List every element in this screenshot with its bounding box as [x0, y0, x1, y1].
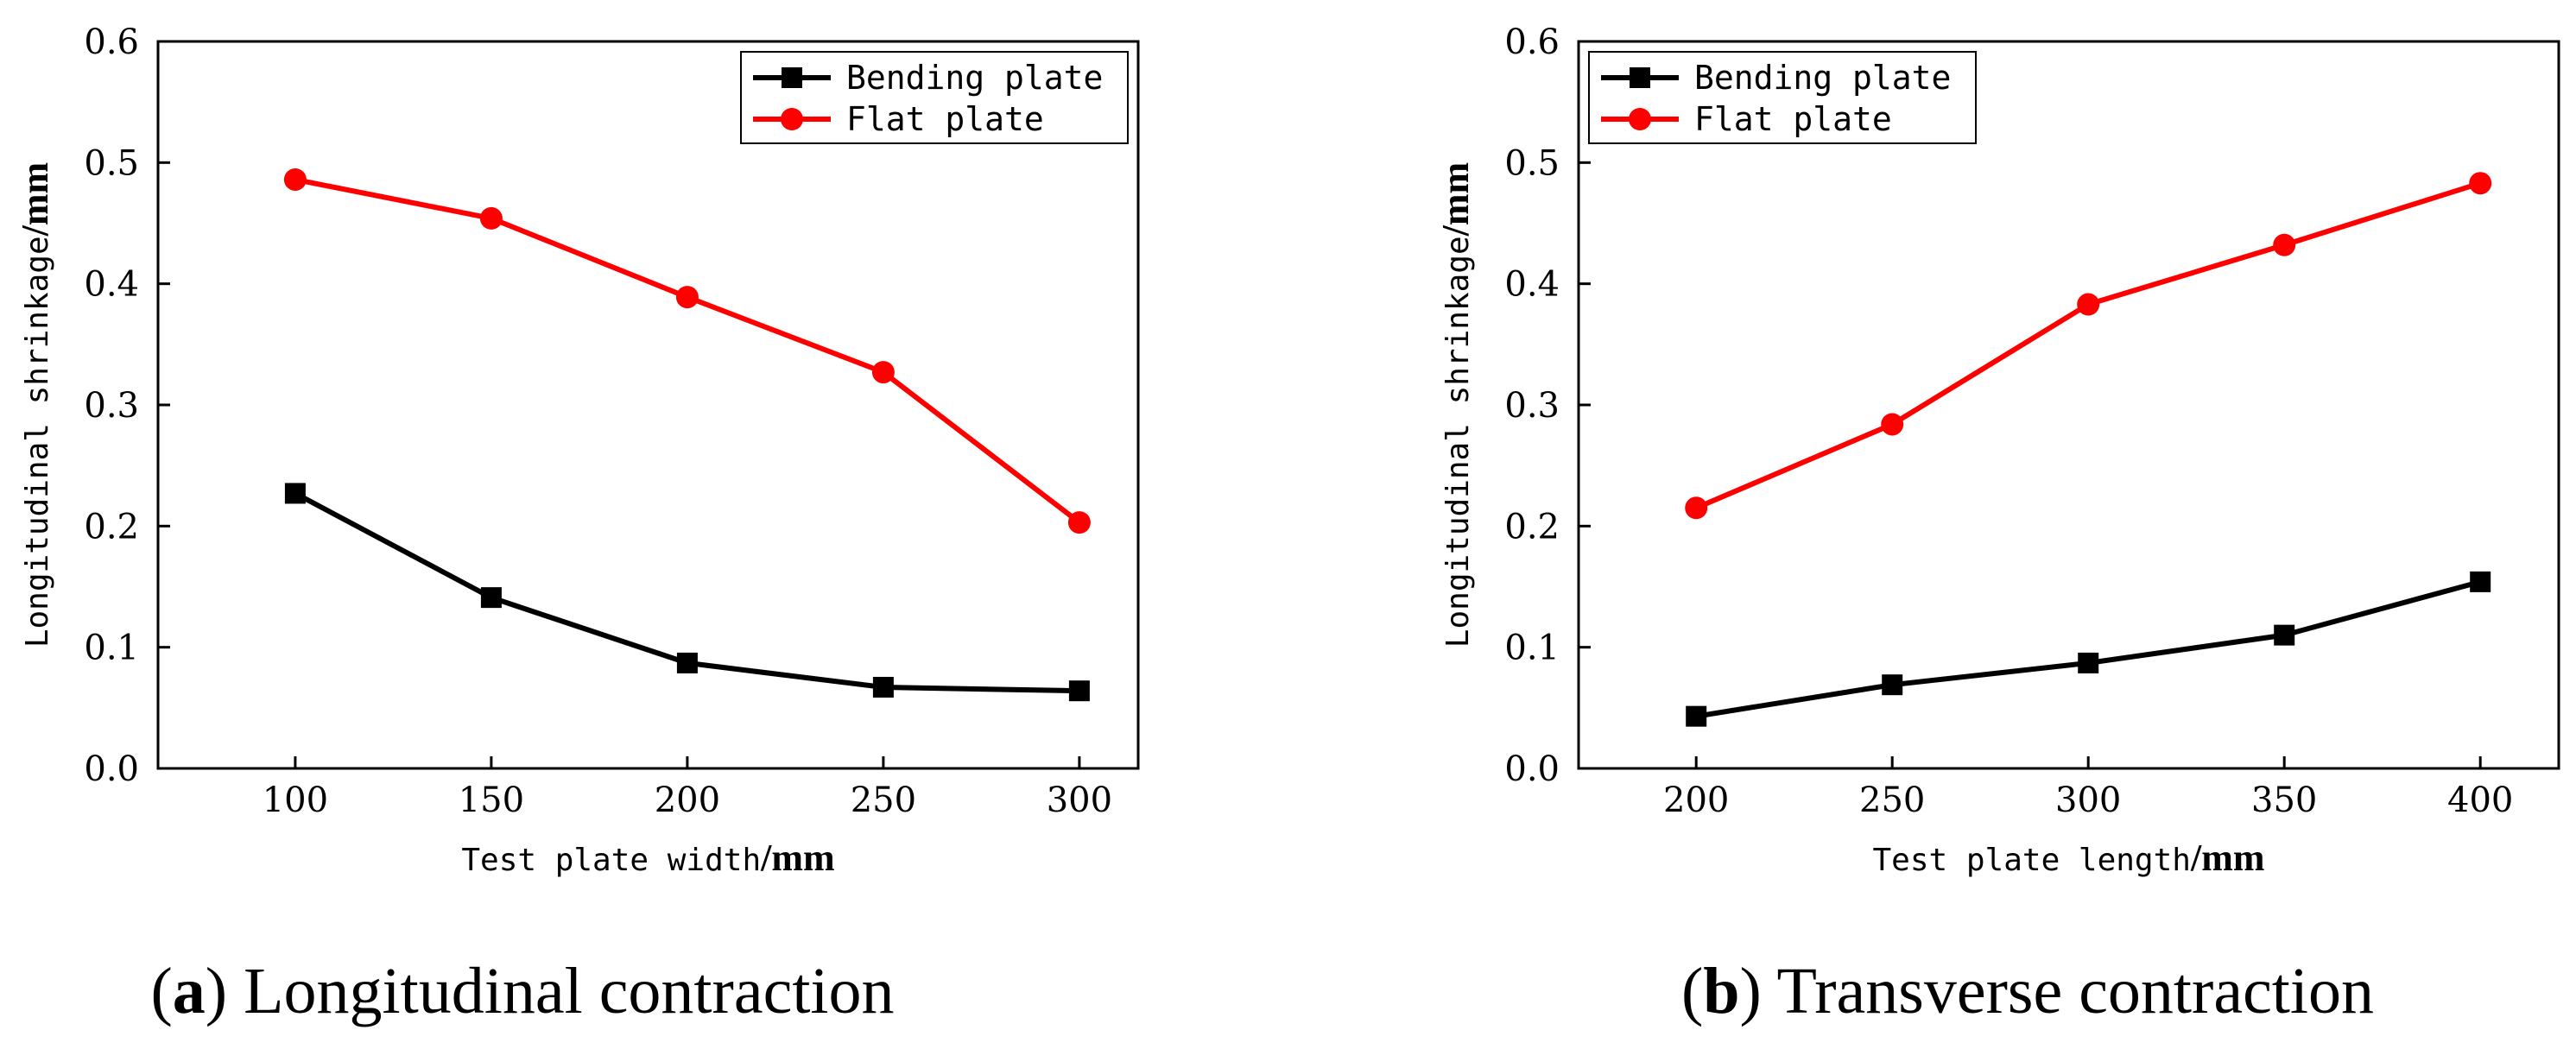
plot-frame	[156, 40, 1140, 770]
data-point-flat-plate	[675, 286, 699, 309]
y-axis-label: Longitudinal shrinkage/mm	[1434, 162, 1477, 648]
y-tick-label: 0.5	[84, 143, 139, 183]
legend-marker-square	[1630, 67, 1650, 88]
y-tick-label: 0.1	[84, 629, 139, 668]
x-tick-label: 250	[851, 780, 916, 820]
panel-caption-a: (a) Longitudinal contraction	[150, 955, 894, 1027]
data-point-flat-plate	[479, 206, 503, 230]
data-point-bending-plate	[480, 587, 502, 609]
legend-label: Bending plate	[846, 59, 1103, 97]
legend-label: Flat plate	[1694, 100, 1892, 138]
series-line-bending-plate	[1695, 578, 2481, 719]
data-point-bending-plate	[1882, 674, 1903, 696]
y-axis-label: Longitudinal shrinkage/mm	[14, 162, 56, 648]
y-tick-label: 0.6	[1504, 22, 1560, 62]
y-tick-label: 0.5	[1504, 143, 1560, 183]
x-tick-label: 150	[459, 780, 524, 820]
data-point-flat-plate	[1881, 413, 1904, 436]
y-tick-label: 0.2	[1504, 507, 1560, 547]
data-point-flat-plate	[2469, 172, 2492, 195]
x-tick-label: 400	[2447, 780, 2513, 820]
caption-title: Longitudinal contraction	[244, 955, 894, 1027]
x-axis-label-unit: /mm	[760, 837, 835, 879]
caption-paren-open: (	[1681, 955, 1703, 1027]
x-axis-label-unit: /mm	[2190, 837, 2265, 879]
legend-marker-circle	[1629, 108, 1651, 130]
chart-panel-a: 0.0 0.1 0.2 0.3 0.4 0.5 0.6 100 150 200 250 300 Test…	[14, 22, 1140, 879]
data-point-bending-plate	[284, 483, 306, 504]
x-tick-label: 350	[2251, 780, 2317, 820]
x-tick-label: 300	[2055, 780, 2121, 820]
x-tick-label: 200	[655, 780, 720, 820]
panel-caption-b: (b) Transverse contraction	[1681, 955, 2374, 1027]
data-point-flat-plate	[871, 361, 895, 384]
y-tick-label: 0.1	[1504, 629, 1560, 668]
caption-letter: b	[1703, 955, 1739, 1027]
caption-paren-open: (	[150, 955, 172, 1027]
data-point-bending-plate	[872, 676, 894, 698]
x-axis-label: Test plate width/mm	[461, 837, 834, 879]
x-tick-label: 300	[1047, 780, 1112, 820]
x-axis-label-text: Test plate length	[1873, 843, 2191, 878]
data-point-flat-plate	[1067, 511, 1091, 534]
data-point-bending-plate	[676, 652, 698, 673]
data-point-bending-plate	[2274, 624, 2295, 646]
y-tick-label: 0.3	[84, 386, 139, 426]
legend-box	[1588, 51, 1977, 144]
data-point-flat-plate	[1685, 496, 1708, 520]
chart-panel-b: 0.0 0.1 0.2 0.3 0.4 0.5 0.6 200 250 300 350 400 Test…	[1434, 22, 2560, 879]
legend-label: Bending plate	[1694, 59, 1951, 97]
data-point-bending-plate	[1686, 705, 1707, 727]
plot-frame	[1577, 40, 2560, 770]
y-tick-label: 0.4	[84, 265, 139, 305]
y-tick-label: 0.0	[84, 749, 139, 789]
x-axis-label-text: Test plate width	[461, 843, 761, 878]
y-axis-label-text: Longitudinal shrinkage	[20, 236, 55, 648]
caption-paren-close: )	[206, 955, 244, 1027]
series-line-flat-plate	[294, 177, 1081, 525]
data-point-bending-plate	[1068, 680, 1090, 702]
legend-label: Flat plate	[846, 100, 1044, 138]
x-tick-label: 100	[263, 780, 328, 820]
x-tick-label: 200	[1663, 780, 1729, 820]
y-tick-label: 0.3	[1504, 386, 1560, 426]
x-axis-label: Test plate length/mm	[1873, 837, 2265, 879]
series-line-flat-plate	[1695, 180, 2482, 511]
y-tick-label: 0.6	[84, 22, 139, 62]
y-axis-label-unit: /mm	[14, 162, 56, 237]
caption-letter: a	[173, 955, 206, 1027]
y-axis-label-text: Longitudinal shrinkage	[1440, 236, 1476, 648]
data-point-flat-plate	[2273, 233, 2296, 256]
x-tick-label: 250	[1859, 780, 1925, 820]
data-point-bending-plate	[2470, 571, 2491, 592]
y-tick-label: 0.4	[1504, 265, 1560, 305]
data-point-bending-plate	[2078, 652, 2099, 673]
y-tick-label: 0.0	[1504, 749, 1560, 789]
y-tick-label: 0.2	[84, 507, 139, 547]
legend-marker-square	[782, 67, 802, 88]
caption-title: Transverse contraction	[1776, 955, 2374, 1027]
y-axis-label-unit: /mm	[1434, 162, 1477, 237]
caption-paren-close: )	[1740, 955, 1777, 1027]
legend-marker-circle	[781, 108, 803, 130]
legend-box	[740, 51, 1129, 144]
data-point-flat-plate	[2077, 293, 2100, 316]
data-point-flat-plate	[283, 167, 307, 191]
